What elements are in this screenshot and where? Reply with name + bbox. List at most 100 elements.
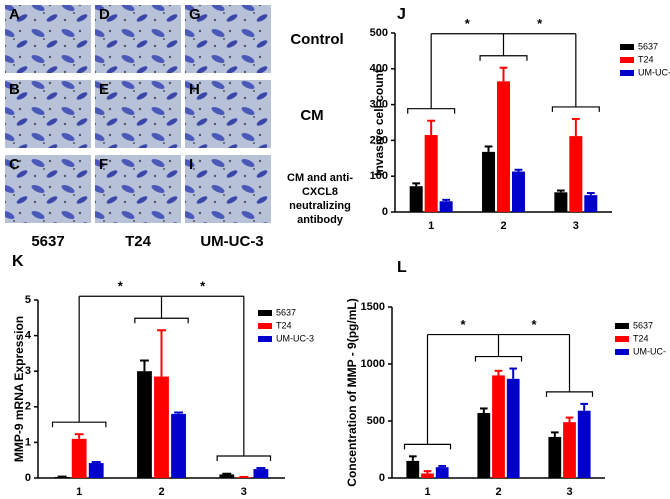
panel-letter: C [9, 156, 20, 173]
legend-swatch [620, 70, 634, 76]
legend-swatch [615, 349, 629, 355]
x-tick-label: 1 [424, 486, 430, 498]
y-tick-label: 0 [382, 206, 388, 218]
micrograph [5, 5, 91, 73]
legend-swatch [258, 323, 272, 329]
row-label: CXCL8 [302, 186, 338, 198]
panel-letter: H [189, 81, 200, 98]
column-label: UM-UC-3 [200, 233, 263, 250]
bracket [551, 33, 600, 112]
micrograph [185, 5, 271, 73]
x-tick-label: 2 [500, 220, 506, 232]
legend-swatch [620, 57, 634, 63]
y-tick-label: 1 [25, 436, 31, 448]
bar [406, 460, 420, 478]
bar [511, 171, 525, 212]
significance: * [118, 279, 124, 294]
y-tick-label: 300 [370, 99, 388, 111]
legend-label: 5637 [276, 307, 296, 317]
y-tick-label: 100 [370, 170, 388, 182]
legend-label: UM-UC- [633, 346, 666, 356]
y-tick-label: 500 [370, 27, 388, 39]
bar [154, 376, 169, 478]
panel-label: K [12, 253, 24, 270]
bracket [474, 334, 523, 362]
legend-label: 5637 [633, 320, 653, 330]
x-tick-label: 1 [428, 220, 434, 232]
bar [477, 413, 491, 478]
bar [421, 473, 434, 478]
bar [577, 410, 591, 478]
x-tick-label: 3 [241, 486, 247, 498]
y-axis-label: MMP-9 mRNA Expression [12, 316, 26, 462]
x-tick-label: 2 [158, 486, 164, 498]
y-axis-label: Concentration of MMP - 9(pg/mL) [345, 298, 359, 486]
panel-label: J [397, 6, 406, 23]
bar [569, 136, 583, 212]
bar [424, 135, 438, 212]
y-tick-label: 1000 [361, 358, 385, 370]
micrograph [95, 80, 181, 148]
legend-label: T24 [633, 333, 649, 343]
y-tick-label: 0 [25, 472, 31, 484]
y-tick-label: 3 [25, 365, 31, 377]
legend-label: T24 [276, 320, 292, 330]
column-label: T24 [125, 233, 152, 250]
bar [563, 422, 576, 478]
legend-label: 5637 [638, 41, 658, 51]
bracket [216, 296, 272, 462]
panel-letter: A [9, 6, 20, 23]
row-label: antibody [297, 214, 344, 226]
y-tick-label: 2 [25, 401, 31, 413]
row-label: CM [300, 107, 323, 124]
bar [482, 151, 496, 212]
significance: * [465, 16, 471, 31]
bar [554, 192, 568, 212]
row-label: Control [290, 31, 343, 48]
bar [137, 371, 152, 478]
bar [435, 467, 449, 478]
y-tick-label: 4 [25, 330, 32, 342]
legend-label: UM-UC- [638, 67, 670, 77]
significance: * [537, 16, 543, 31]
panel-letter: I [189, 156, 193, 173]
y-axis-label: Invasive cell count [372, 69, 386, 176]
panel-letter: G [189, 6, 201, 23]
legend-label: T24 [638, 54, 654, 64]
bar [439, 201, 453, 212]
bracket [479, 33, 528, 61]
bracket [545, 334, 594, 397]
y-tick-label: 500 [367, 415, 385, 427]
column-label: 5637 [31, 233, 64, 250]
micrograph [5, 155, 91, 223]
x-tick-label: 3 [573, 220, 579, 232]
bracket [134, 296, 189, 324]
panel-letter: E [99, 81, 109, 98]
micrograph [185, 80, 271, 148]
bracket [407, 33, 456, 114]
bar [219, 474, 235, 478]
x-tick-label: 1 [76, 486, 82, 498]
panel-letter: D [99, 6, 110, 23]
y-tick-label: 0 [379, 472, 385, 484]
bar [88, 463, 104, 478]
legend-label: UM-UC-3 [276, 333, 314, 343]
panel-letter: B [9, 81, 20, 98]
bar [492, 375, 505, 478]
legend-swatch [620, 44, 634, 50]
y-tick-label: 200 [370, 134, 388, 146]
panel-label: L [397, 259, 407, 276]
y-tick-label: 400 [370, 63, 388, 75]
y-tick-label: 5 [25, 294, 31, 306]
legend-swatch [615, 336, 629, 342]
bar [171, 413, 186, 478]
significance: * [200, 279, 206, 294]
row-label: CM and anti- [287, 172, 353, 184]
bar [548, 436, 562, 478]
bar [253, 469, 269, 478]
bar [584, 195, 598, 212]
legend-swatch [258, 310, 272, 316]
significance: * [531, 317, 537, 332]
bar [71, 438, 87, 478]
